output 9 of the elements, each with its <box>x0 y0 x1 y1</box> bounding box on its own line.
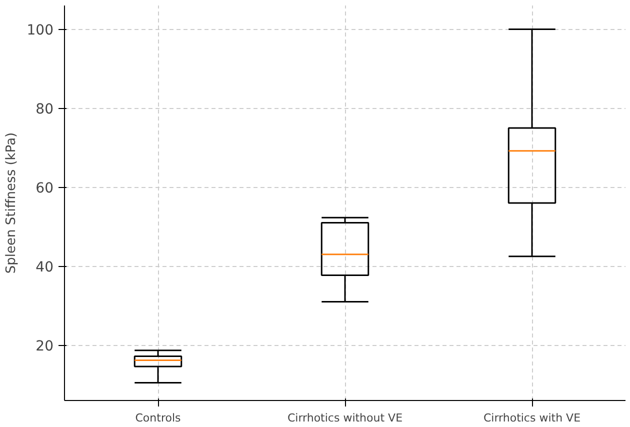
y-tick-label: 40 <box>36 260 54 276</box>
y-tick-label: 20 <box>36 338 54 355</box>
y-tick-label: 80 <box>36 102 54 118</box>
y-tick-label: 100 <box>26 22 54 39</box>
x-tick-label: Cirrhotics with VE <box>483 412 581 424</box>
x-tick-label: Controls <box>135 412 182 424</box>
y-tick-label: 60 <box>36 180 54 197</box>
y-axis-title: Spleen Stiffness (kPa) <box>4 132 19 274</box>
x-tick-label: Cirrhotics without VE <box>287 412 403 424</box>
